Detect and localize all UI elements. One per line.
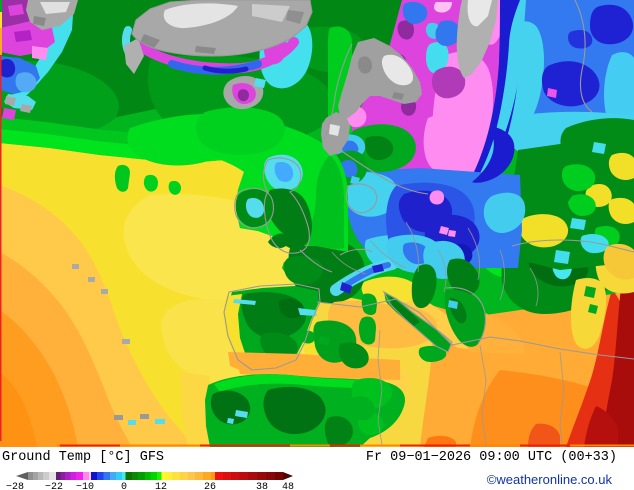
svg-text:38: 38 xyxy=(256,482,268,490)
svg-text:48: 48 xyxy=(282,482,294,490)
svg-text:−10: −10 xyxy=(76,482,94,490)
svg-text:0: 0 xyxy=(121,482,127,490)
svg-text:−22: −22 xyxy=(45,482,63,490)
svg-text:−28: −28 xyxy=(6,482,24,490)
svg-text:26: 26 xyxy=(204,482,216,490)
svg-text:12: 12 xyxy=(155,482,167,490)
